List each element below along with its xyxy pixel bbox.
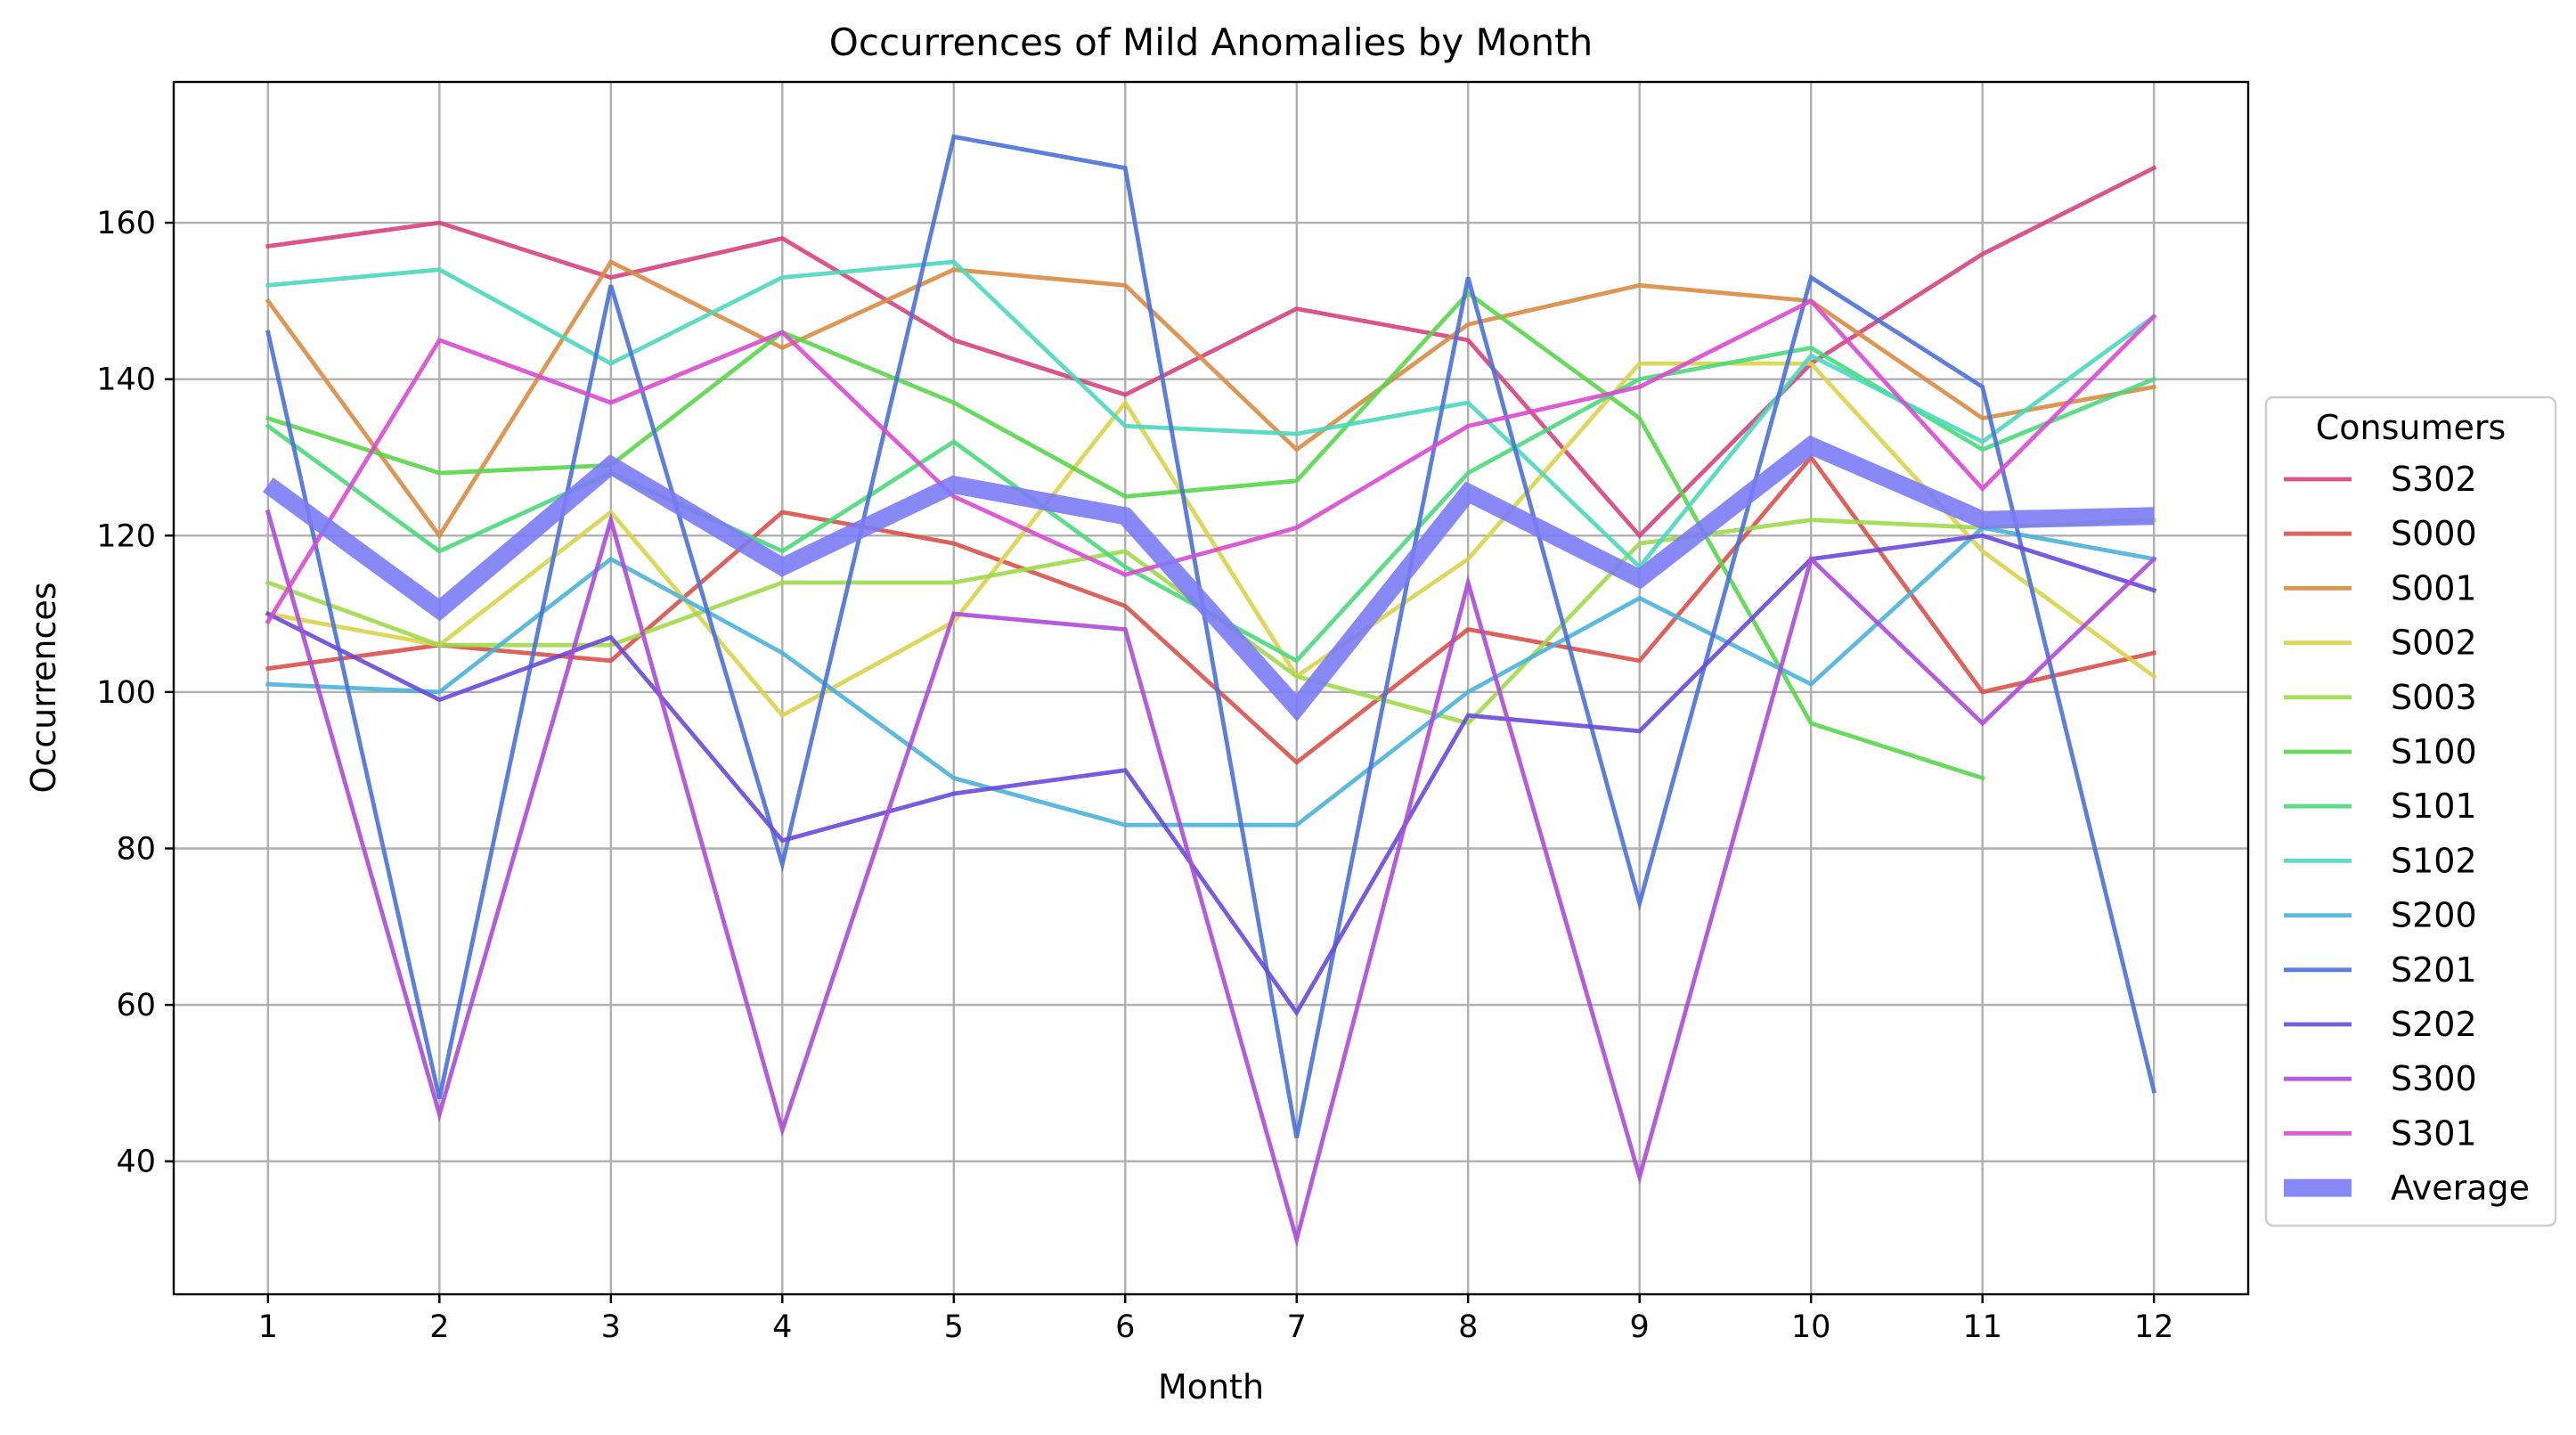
y-tick-label: 40	[116, 1145, 156, 1180]
legend-label-s202: S202	[2391, 1005, 2477, 1044]
y-tick-label: 160	[96, 206, 156, 241]
series-line-s201	[265, 134, 2156, 1138]
x-tick-label: 2	[429, 1309, 449, 1345]
x-tick-label: 11	[1962, 1309, 2002, 1345]
x-tick-label: 12	[2134, 1309, 2174, 1345]
x-tick-label: 3	[601, 1309, 621, 1345]
series-line-s302	[265, 165, 2157, 539]
y-tick-label: 140	[96, 363, 156, 398]
x-tick-label: 4	[772, 1309, 792, 1345]
x-tick-label: 7	[1287, 1309, 1307, 1345]
x-tick-label: 1	[258, 1309, 278, 1345]
x-axis-label: Month	[1158, 1367, 1264, 1406]
series-line-s100	[265, 289, 1985, 781]
series-line-s200	[265, 525, 2156, 828]
series-line-s202	[265, 533, 2157, 1017]
legend-entries: S302 S000 S001 S002 S003 S100 S101 S102 S200 S201…	[2284, 460, 2530, 1208]
x-tick-label: 8	[1458, 1309, 1478, 1345]
series-line-s301	[265, 298, 2157, 625]
legend-label-s002: S002	[2391, 624, 2477, 663]
legend-label-s001: S001	[2391, 568, 2477, 607]
plot-frame	[172, 80, 2250, 1296]
y-tick-label: 60	[116, 988, 156, 1023]
legend-label-s201: S201	[2391, 950, 2477, 990]
legend-frame	[2264, 395, 2557, 1227]
y-tick-label: 100	[96, 675, 156, 711]
legend-label-s200: S200	[2391, 896, 2477, 935]
y-tick-label: 80	[116, 832, 156, 868]
series-line-s001	[265, 258, 2156, 540]
series-line-average	[263, 435, 2155, 722]
x-tick-label: 9	[1630, 1309, 1650, 1345]
y-axis-label: Occurrences	[24, 582, 63, 793]
legend-label-s101: S101	[2391, 787, 2477, 826]
series-line-s102	[265, 259, 2157, 570]
x-tick-label: 6	[1115, 1309, 1135, 1345]
x-tick-label: 10	[1791, 1309, 1831, 1345]
y-tick-label: 120	[96, 518, 156, 554]
legend-label-s000: S000	[2391, 514, 2477, 553]
series-lines	[263, 134, 2157, 1248]
legend-label-s302: S302	[2391, 460, 2477, 499]
legend-label-s003: S003	[2391, 678, 2477, 717]
legend: Consumers S302 S000 S001 S002 S003 S100 S101 S1…	[2264, 395, 2557, 1227]
x-tick-label: 5	[944, 1309, 964, 1345]
legend-title: Consumers	[2316, 408, 2507, 447]
legend-label-average: Average	[2391, 1169, 2530, 1208]
series-line-s002	[265, 361, 2157, 719]
legend-label-s100: S100	[2391, 732, 2477, 771]
legend-label-s102: S102	[2391, 841, 2477, 880]
series-line-s300	[265, 509, 2157, 1248]
series-line-s000	[265, 453, 2156, 766]
chart-title: Occurrences of Mild Anomalies by Month	[829, 20, 1593, 64]
legend-label-s300: S300	[2391, 1059, 2477, 1098]
legend-label-s301: S301	[2391, 1113, 2477, 1153]
